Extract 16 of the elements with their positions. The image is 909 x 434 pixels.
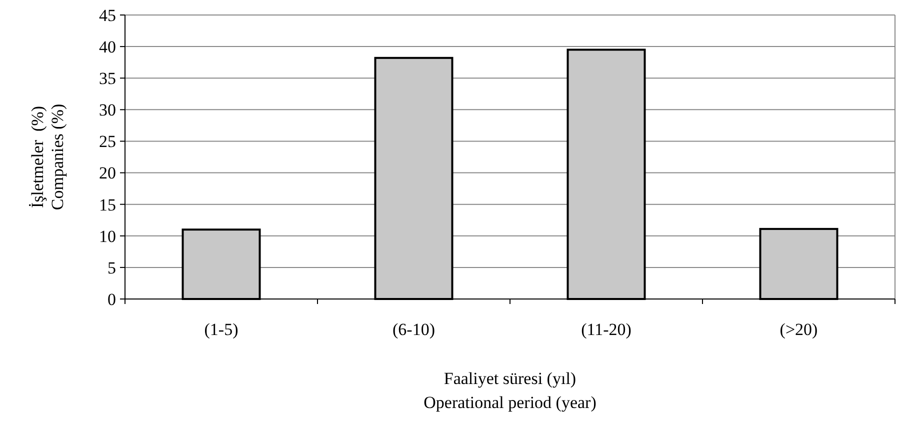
x-tick-label: (6-10) <box>392 320 435 339</box>
y-tick-label: 20 <box>99 164 116 183</box>
y-axis-title: İşletmeler (%) Companies (%) <box>28 104 67 210</box>
y-tick-label: 0 <box>108 290 116 309</box>
y-tick-label: 40 <box>99 38 116 57</box>
x-axis-title: Faaliyet süresi (yıl) Operational period (year) <box>424 369 596 412</box>
y-tick-label: 10 <box>99 226 116 246</box>
y-tick-label: 25 <box>99 132 116 152</box>
y-tick-label: 35 <box>99 69 116 88</box>
x-tick-label: (1-5) <box>204 320 238 339</box>
y-tick-label: 45 <box>99 6 116 25</box>
y-tick-label: 30 <box>99 100 116 120</box>
y-tick-label: 15 <box>99 195 116 214</box>
y-tick-label: 5 <box>108 258 116 278</box>
x-tick-label: (11-20) <box>581 320 632 339</box>
x-tick-label: (>20) <box>780 320 818 339</box>
